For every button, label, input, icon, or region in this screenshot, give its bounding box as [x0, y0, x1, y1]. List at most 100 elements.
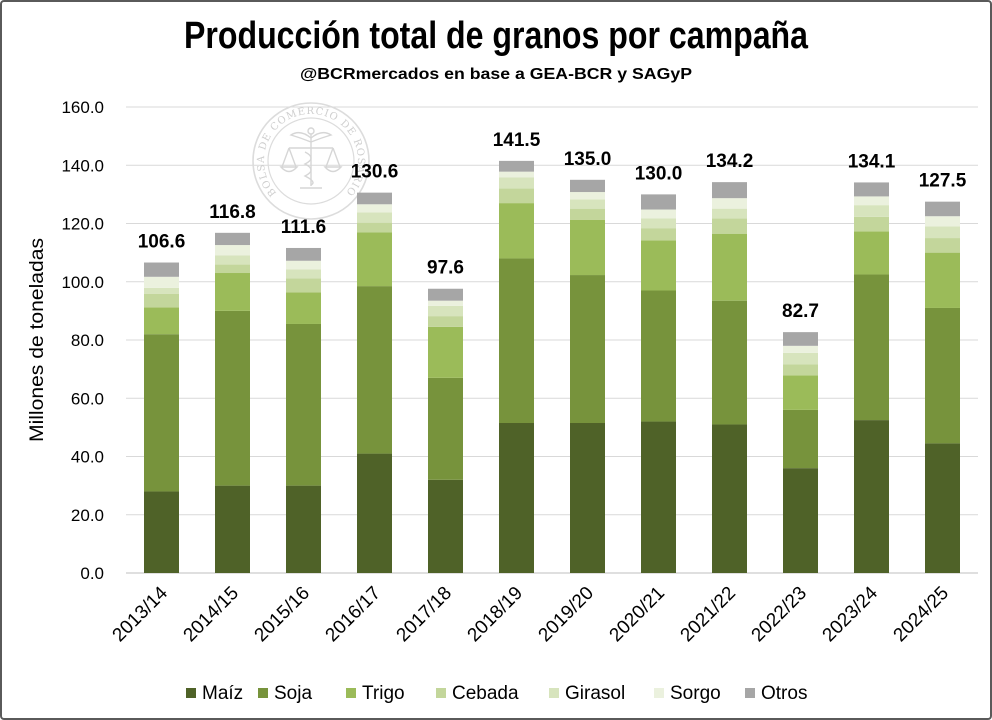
legend-swatch [436, 688, 446, 698]
bar-segment-2015-16-cebada [286, 278, 321, 293]
bar-segment-2022-23-soja [783, 409, 818, 469]
bar-segment-2023-24-girasol [854, 205, 889, 217]
x-tick-label: 2022/23 [748, 583, 811, 646]
bar-segment-2019-20-cebada [570, 208, 605, 220]
bar-segment-2021-22-trigo [712, 233, 747, 301]
gridlines [126, 106, 978, 574]
x-tick-label: 2013/14 [109, 582, 173, 646]
bar-segment-2018-19-otros [499, 160, 534, 172]
bar-segment-2015-16-sorgo [286, 260, 321, 270]
bar-segment-2017-18-otros [428, 288, 463, 301]
bar-segment-2015-16-girasol [286, 269, 321, 279]
bar-segment-2023-24-trigo [854, 231, 889, 275]
bar-segment-2018-19-cebada [499, 188, 534, 204]
bar-segment-2018-19-girasol [499, 177, 534, 189]
x-tick-label: 2017/18 [393, 583, 456, 646]
total-label: 111.6 [281, 217, 326, 238]
legend-swatch [346, 688, 356, 698]
y-axis-label: Millones de toneladas [27, 238, 48, 442]
bar-segment-2020-21-cebada [641, 228, 676, 241]
emblem-left-wing [289, 131, 312, 143]
y-tick-label: 80.0 [71, 331, 104, 350]
bar-segment-2019-20-trigo [570, 219, 605, 276]
legend-item-soja: Soja [258, 683, 312, 704]
chart-subtitle: @BCRmercados en base a GEA-BCR y SAGyP [300, 66, 692, 83]
bar-segment-2024-25-cebada [925, 238, 960, 253]
x-tick-label: 2015/16 [251, 583, 314, 646]
emblem-right-wing [310, 131, 333, 143]
total-label: 134.2 [706, 151, 754, 172]
legend-swatch [186, 688, 196, 698]
y-axis-ticks: 0.0 20.0 40.0 60.0 80.0 100.0 120.0 140.0 160.0 [61, 98, 104, 583]
bar-segment-2020-21-trigo [641, 240, 676, 291]
bar-segment-2017-18-girasol [428, 305, 463, 317]
bar-segment-2016-17-soja [357, 286, 392, 454]
total-label: 82.7 [782, 301, 819, 322]
y-tick-label: 160.0 [61, 98, 104, 117]
bar-segment-2013-14-sorgo [144, 276, 179, 288]
bar-segment-2020-21-soja [641, 290, 676, 422]
bar-segment-2016-17-girasol [357, 212, 392, 223]
legend-swatch [654, 688, 664, 698]
y-tick-label: 60.0 [71, 389, 104, 408]
bar-segment-2018-19-trigo [499, 203, 534, 259]
bar-segment-2017-18-soja [428, 377, 463, 480]
bar-segment-2019-20-sorgo [570, 192, 605, 200]
x-tick-label: 2014/15 [180, 583, 243, 646]
bar-segment-2014-15-otros [215, 232, 250, 246]
total-label: 130.0 [635, 163, 683, 184]
data-labels: 106.6 116.8 111.6 130.6 97.6 141.5 135.0 130.0 1… [138, 130, 967, 322]
bar-segment-2021-22-otros [712, 182, 747, 199]
legend: Maíz Soja Trigo Cebada Girasol Sorgo Otros [186, 683, 807, 704]
bar-segment-2024-25-otros [925, 201, 960, 217]
bar-segment-2015-16-otros [286, 247, 321, 261]
bar-segment-2020-21-girasol [641, 218, 676, 229]
bar-segment-2022-23-trigo [783, 375, 818, 410]
seal-inner-ring [267, 117, 355, 205]
bar-segment-2024-25-sorgo [925, 216, 960, 227]
x-tick-label: 2024/25 [890, 583, 953, 646]
bar-segment-2018-19-sorgo [499, 171, 534, 178]
bar-segment-2019-20-otros [570, 179, 605, 193]
bar-segment-2017-18-sorgo [428, 300, 463, 306]
legend-label: Girasol [565, 683, 625, 704]
chart-title: Producción total de granos por campaña [184, 15, 809, 57]
bar-segment-2016-17-otros [357, 192, 392, 205]
total-label: 135.0 [564, 149, 612, 170]
y-tick-label: 20.0 [71, 506, 104, 525]
y-tick-label: 140.0 [61, 156, 104, 175]
legend-swatch [258, 688, 268, 698]
bar-segment-2013-14-cebada [144, 293, 179, 308]
bar-segment-2016-17-sorgo [357, 204, 392, 213]
y-tick-label: 0.0 [80, 564, 104, 583]
total-label: 116.8 [209, 202, 256, 223]
x-tick-label: 2019/20 [535, 583, 598, 646]
legend-item-cebada: Cebada [436, 683, 519, 704]
legend-label: Maíz [202, 683, 243, 704]
bar-segment-2024-25-trigo [925, 252, 960, 308]
bar-segment-2018-19-maiz [499, 423, 534, 573]
total-label: 106.6 [138, 232, 186, 253]
bar-segment-2013-14-trigo [144, 307, 179, 335]
legend-label: Soja [274, 683, 312, 704]
bar-segment-2018-19-soja [499, 258, 534, 424]
bar-segment-2022-23-girasol [783, 352, 818, 365]
bar-segment-2021-22-cebada [712, 218, 747, 234]
bar-segment-2021-22-soja [712, 300, 747, 425]
bar-segment-2023-24-otros [854, 182, 889, 197]
bar-segment-2019-20-girasol [570, 199, 605, 209]
total-label: 141.5 [493, 130, 541, 151]
x-tick-label: 2023/24 [819, 582, 883, 646]
bar-segment-2023-24-maiz [854, 420, 889, 573]
emblem-left-pan [279, 147, 299, 173]
legend-item-trigo: Trigo [346, 683, 405, 704]
bar-segment-2021-22-sorgo [712, 198, 747, 209]
total-label: 97.6 [427, 258, 464, 279]
bar-segment-2022-23-sorgo [783, 345, 818, 353]
bar-segment-2023-24-cebada [854, 216, 889, 232]
bar-segment-2014-15-sorgo [215, 245, 250, 256]
bar-segment-2013-14-soja [144, 334, 179, 492]
bar-segment-2013-14-otros [144, 262, 179, 277]
legend-label: Trigo [362, 683, 405, 704]
